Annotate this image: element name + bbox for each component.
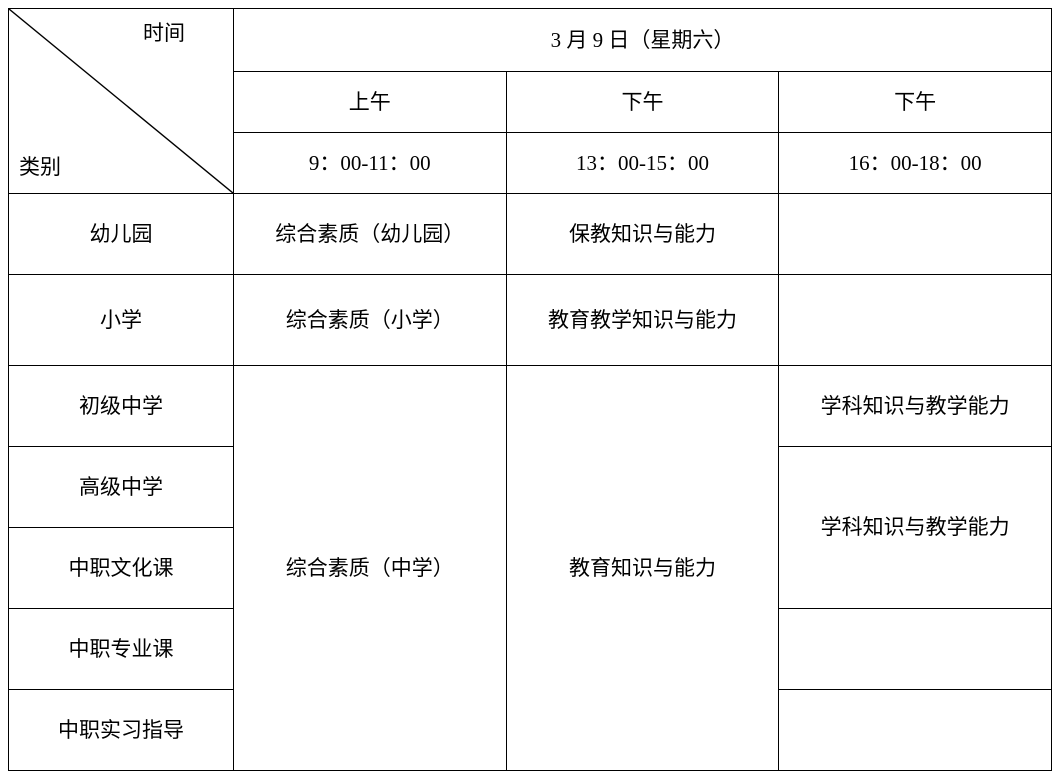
table-row: 时间 类别 3 月 9 日（星期六） <box>9 9 1052 72</box>
cell-zhongxue-morning: 综合素质（中学） <box>233 366 506 771</box>
cell-zhongxue-afternoon1: 教育知识与能力 <box>506 366 779 771</box>
cell <box>779 194 1052 275</box>
row-label-gaoji: 高级中学 <box>9 447 234 528</box>
cell-zhongxue-afternoon2-a: 学科知识与教学能力 <box>779 366 1052 447</box>
header-session-afternoon2: 下午 <box>779 72 1052 133</box>
cell: 保教知识与能力 <box>506 194 779 275</box>
row-label-zz-wenhua: 中职文化课 <box>9 528 234 609</box>
header-session-morning: 上午 <box>233 72 506 133</box>
table-row: 幼儿园 综合素质（幼儿园） 保教知识与能力 <box>9 194 1052 275</box>
header-date: 3 月 9 日（星期六） <box>233 9 1051 72</box>
header-session-afternoon1: 下午 <box>506 72 779 133</box>
header-time-slot-1: 9：00-11：00 <box>233 133 506 194</box>
cell-zhongxue-afternoon2-b: 学科知识与教学能力 <box>779 447 1052 609</box>
cell: 综合素质（幼儿园） <box>233 194 506 275</box>
table-row: 小学 综合素质（小学） 教育教学知识与能力 <box>9 275 1052 366</box>
cell: 教育教学知识与能力 <box>506 275 779 366</box>
row-label-youeryuan: 幼儿园 <box>9 194 234 275</box>
header-category-label: 类别 <box>19 153 61 181</box>
header-time-label: 时间 <box>143 19 185 47</box>
row-label-xiaoxue: 小学 <box>9 275 234 366</box>
header-time-slot-2: 13：00-15：00 <box>506 133 779 194</box>
diagonal-header-cell: 时间 类别 <box>9 9 234 194</box>
cell <box>779 275 1052 366</box>
row-label-zz-zhuanye: 中职专业课 <box>9 609 234 690</box>
schedule-table: 时间 类别 3 月 9 日（星期六） 上午 下午 下午 9：00-11：00 1… <box>8 8 1052 771</box>
cell: 综合素质（小学） <box>233 275 506 366</box>
table-row: 初级中学 综合素质（中学） 教育知识与能力 学科知识与教学能力 <box>9 366 1052 447</box>
header-time-slot-3: 16：00-18：00 <box>779 133 1052 194</box>
row-label-chuji: 初级中学 <box>9 366 234 447</box>
row-label-zz-shixi: 中职实习指导 <box>9 690 234 771</box>
cell-zhongxue-afternoon2-d <box>779 690 1052 771</box>
cell-zhongxue-afternoon2-c <box>779 609 1052 690</box>
